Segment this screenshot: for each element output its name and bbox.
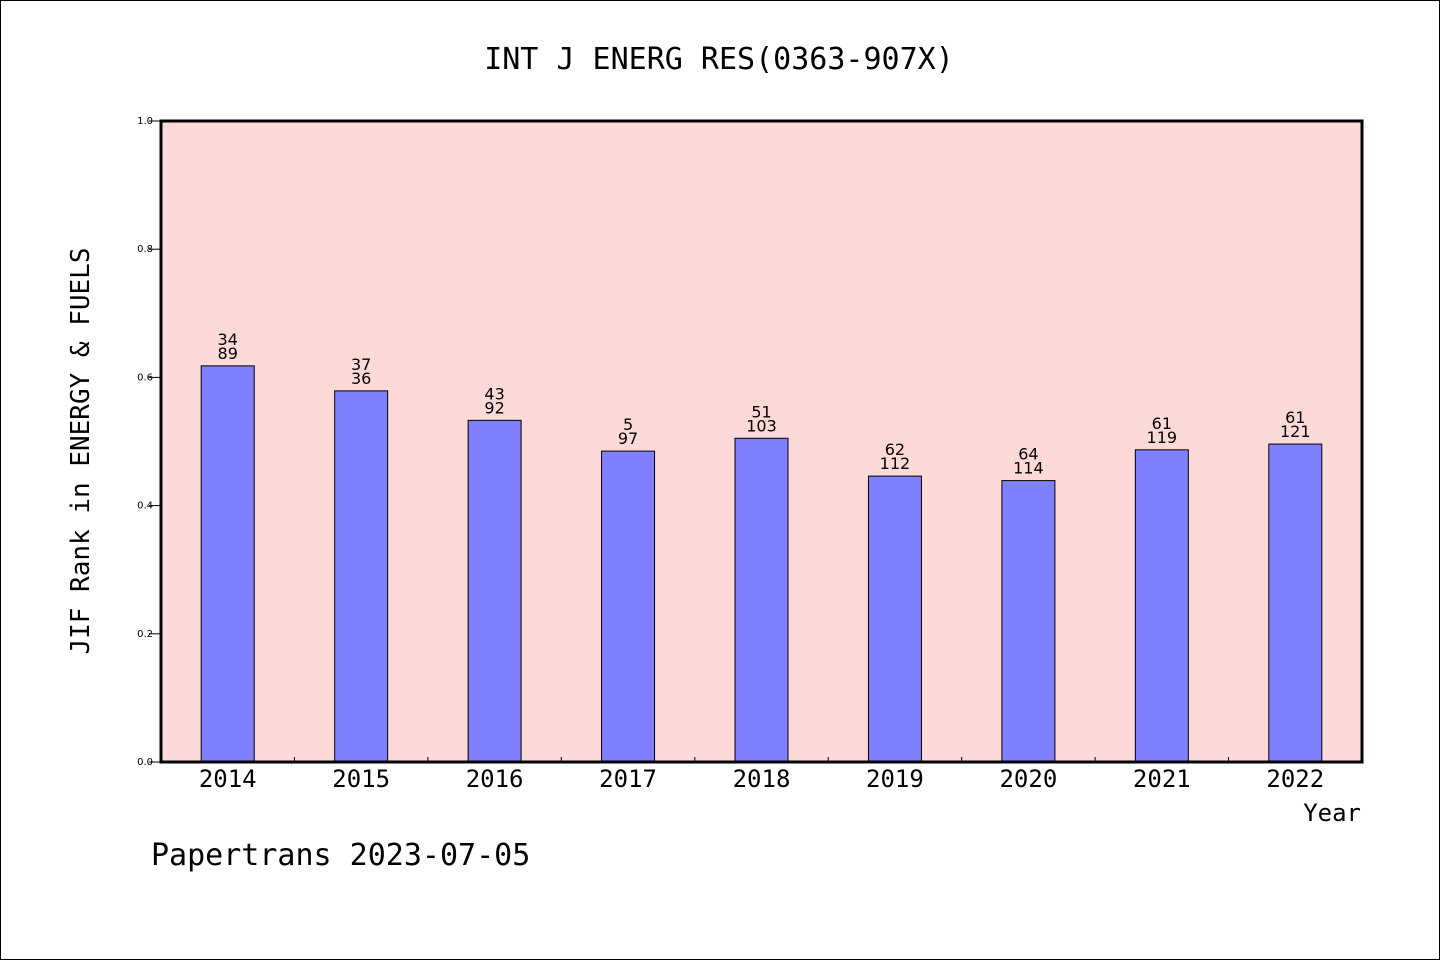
bar-total-label-2014: 89 xyxy=(218,344,238,363)
bar-rank-label-2015: 37 xyxy=(351,355,371,374)
bar-2021 xyxy=(1134,449,1189,763)
y-tick-label: 0.4 xyxy=(137,501,153,512)
bar-2016 xyxy=(467,419,522,763)
bar-total-label-2017: 97 xyxy=(618,429,638,448)
footer-text: Papertrans 2023-07-05 xyxy=(151,838,530,873)
y-tick-label: 0.2 xyxy=(137,629,153,640)
x-tick-label-2014: 2014 xyxy=(199,765,257,793)
bar-rank-label-2022: 61 xyxy=(1285,408,1305,427)
y-tick-label: 0.0 xyxy=(137,757,153,768)
bar-total-label-2016: 92 xyxy=(484,398,504,417)
bar-2014 xyxy=(200,365,255,763)
bar-total-label-2020: 114 xyxy=(1013,459,1044,478)
bar-total-label-2021: 119 xyxy=(1147,428,1178,447)
bar-rank-label-2016: 43 xyxy=(484,384,504,403)
bar-rank-label-2014: 34 xyxy=(218,330,238,349)
y-axis-ticks: 0.0 0.2 0.4 0.6 0.8 1.0 xyxy=(137,116,161,768)
bar-2018 xyxy=(734,437,789,763)
bar-2015 xyxy=(334,390,389,763)
x-tick-label-2017: 2017 xyxy=(599,765,657,793)
bar-total-label-2018: 103 xyxy=(746,416,777,435)
bar-total-label-2022: 121 xyxy=(1280,422,1311,441)
x-axis-label: Year xyxy=(1303,799,1361,827)
x-tick-label-2015: 2015 xyxy=(332,765,390,793)
y-axis-label: JIF Rank in ENERGY & FUELS xyxy=(66,248,96,655)
bar-2019 xyxy=(867,475,922,763)
bar-rank-label-2020: 64 xyxy=(1018,445,1038,464)
bar-rank-label-2021: 61 xyxy=(1152,414,1172,433)
y-tick-label: 0.6 xyxy=(137,372,153,383)
bar-2022 xyxy=(1268,443,1323,763)
bar-total-label-2019: 112 xyxy=(880,454,911,473)
x-tick-label-2018: 2018 xyxy=(733,765,791,793)
chart-title: INT J ENERG RES(0363-907X) xyxy=(484,42,954,77)
bar-rank-label-2018: 51 xyxy=(751,402,771,421)
bar-2020 xyxy=(1001,480,1056,763)
plot-border xyxy=(159,119,1364,764)
x-tick-label-2016: 2016 xyxy=(466,765,524,793)
bars-group xyxy=(200,365,1323,763)
x-tick-label-2022: 2022 xyxy=(1266,765,1324,793)
bar-2017 xyxy=(601,450,656,763)
x-axis-ticks: 2014 2015 2016 2017 2018 2019 2020 2021 2022 xyxy=(199,757,1324,793)
bar-total-label-2015: 36 xyxy=(351,369,371,388)
bar-rank-label-2019: 62 xyxy=(885,440,905,459)
x-tick-label-2020: 2020 xyxy=(999,765,1057,793)
bar-rank-label-2017: 5 xyxy=(623,415,633,434)
x-tick-label-2021: 2021 xyxy=(1133,765,1191,793)
y-tick-label: 1.0 xyxy=(137,116,153,127)
x-tick-label-2019: 2019 xyxy=(866,765,924,793)
y-tick-label: 0.8 xyxy=(137,244,153,255)
